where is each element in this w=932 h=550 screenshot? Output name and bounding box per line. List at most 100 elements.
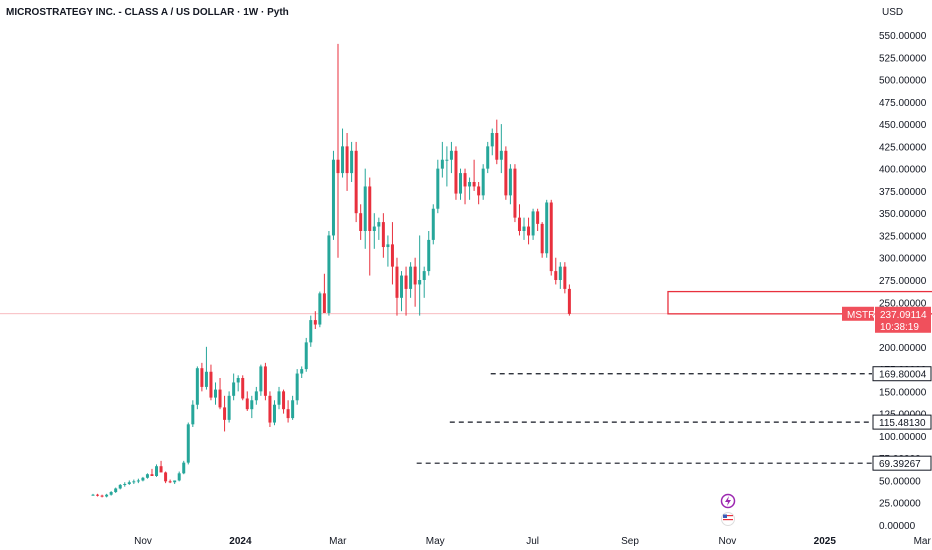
candle[interactable] (395, 257, 399, 316)
candle[interactable] (345, 133, 349, 191)
candle[interactable] (458, 168, 462, 200)
candle[interactable] (155, 464, 159, 477)
candle[interactable] (245, 391, 249, 411)
candle[interactable] (268, 391, 272, 427)
candle[interactable] (232, 373, 236, 401)
candle[interactable] (495, 119, 499, 165)
candle[interactable] (463, 168, 467, 205)
candle[interactable] (91, 493, 95, 496)
candle[interactable] (272, 400, 276, 426)
candle[interactable] (445, 146, 449, 187)
candle[interactable] (472, 159, 476, 191)
y-axis[interactable]: 0.0000025.0000050.0000075.00000100.00000… (842, 31, 932, 532)
candle[interactable] (536, 208, 540, 231)
candle[interactable] (413, 257, 417, 307)
candle[interactable] (422, 266, 426, 298)
candle[interactable] (168, 479, 172, 484)
candle[interactable] (141, 476, 145, 482)
candle[interactable] (277, 386, 281, 410)
candle[interactable] (295, 369, 299, 405)
candle[interactable] (545, 199, 549, 258)
candle[interactable] (123, 482, 127, 487)
candle[interactable] (531, 208, 535, 240)
candle[interactable] (341, 128, 345, 178)
candle[interactable] (331, 150, 335, 240)
candle[interactable] (404, 266, 408, 316)
candle[interactable] (513, 164, 517, 223)
candle[interactable] (109, 491, 113, 496)
candle[interactable] (195, 366, 199, 410)
candle[interactable] (558, 262, 562, 289)
candle[interactable] (436, 159, 440, 214)
candle[interactable] (250, 395, 254, 419)
x-axis[interactable]: Nov2024MarMayJulSepNov2025MarMayJulSepNo… (134, 536, 932, 547)
candle[interactable] (132, 479, 136, 485)
candle[interactable] (213, 382, 217, 405)
candle[interactable] (486, 141, 490, 174)
candle[interactable] (318, 291, 322, 328)
event-markers[interactable] (720, 493, 736, 526)
candle[interactable] (241, 375, 245, 401)
candle[interactable] (218, 378, 222, 410)
candle[interactable] (418, 235, 422, 316)
candle[interactable] (499, 124, 503, 174)
candle[interactable] (381, 213, 385, 258)
candle[interactable] (390, 222, 394, 285)
candle[interactable] (286, 400, 290, 423)
candle[interactable] (372, 213, 376, 249)
candle[interactable] (236, 375, 240, 392)
currency-label[interactable]: USD (882, 7, 903, 18)
candle[interactable] (136, 478, 140, 484)
candle[interactable] (563, 262, 567, 294)
candle[interactable] (368, 177, 372, 276)
candle[interactable] (322, 273, 326, 313)
candle[interactable] (304, 337, 308, 372)
candle[interactable] (164, 471, 168, 484)
candle[interactable] (182, 460, 186, 475)
candle[interactable] (127, 480, 131, 485)
candle[interactable] (263, 362, 267, 401)
candle[interactable] (431, 204, 435, 245)
candle[interactable] (427, 231, 431, 276)
candle[interactable] (481, 164, 485, 200)
candle[interactable] (100, 494, 104, 498)
candle[interactable] (454, 146, 458, 200)
candle[interactable] (118, 484, 122, 490)
candle[interactable] (567, 284, 571, 316)
candle[interactable] (490, 128, 494, 156)
candle[interactable] (114, 487, 118, 493)
candle[interactable] (350, 141, 354, 182)
candle[interactable] (386, 235, 390, 267)
candle[interactable] (327, 231, 331, 316)
candle[interactable] (477, 182, 481, 205)
candle[interactable] (227, 391, 231, 423)
candle[interactable] (282, 389, 286, 414)
candle[interactable] (363, 168, 367, 249)
candle[interactable] (200, 362, 204, 392)
candle[interactable] (336, 43, 340, 258)
candle[interactable] (159, 460, 163, 473)
plot-area[interactable]: 123 (0, 43, 932, 498)
candle[interactable] (150, 468, 154, 476)
candle[interactable] (313, 311, 317, 329)
candle[interactable] (504, 146, 508, 200)
candle[interactable] (409, 262, 413, 298)
candle[interactable] (549, 199, 553, 276)
candle[interactable] (145, 473, 149, 479)
symbol-badge[interactable] (842, 306, 874, 321)
candle[interactable] (522, 217, 526, 240)
candle[interactable] (354, 141, 358, 223)
candle[interactable] (527, 217, 531, 245)
candle[interactable] (291, 395, 295, 420)
candle[interactable] (554, 257, 558, 285)
candle[interactable] (440, 141, 444, 178)
candle[interactable] (173, 480, 177, 485)
candle[interactable] (209, 364, 213, 401)
candle[interactable] (191, 400, 195, 427)
candle[interactable] (517, 204, 521, 236)
candle[interactable] (105, 493, 109, 498)
candle[interactable] (300, 366, 304, 378)
candle[interactable] (177, 471, 181, 482)
candle[interactable] (96, 493, 100, 497)
